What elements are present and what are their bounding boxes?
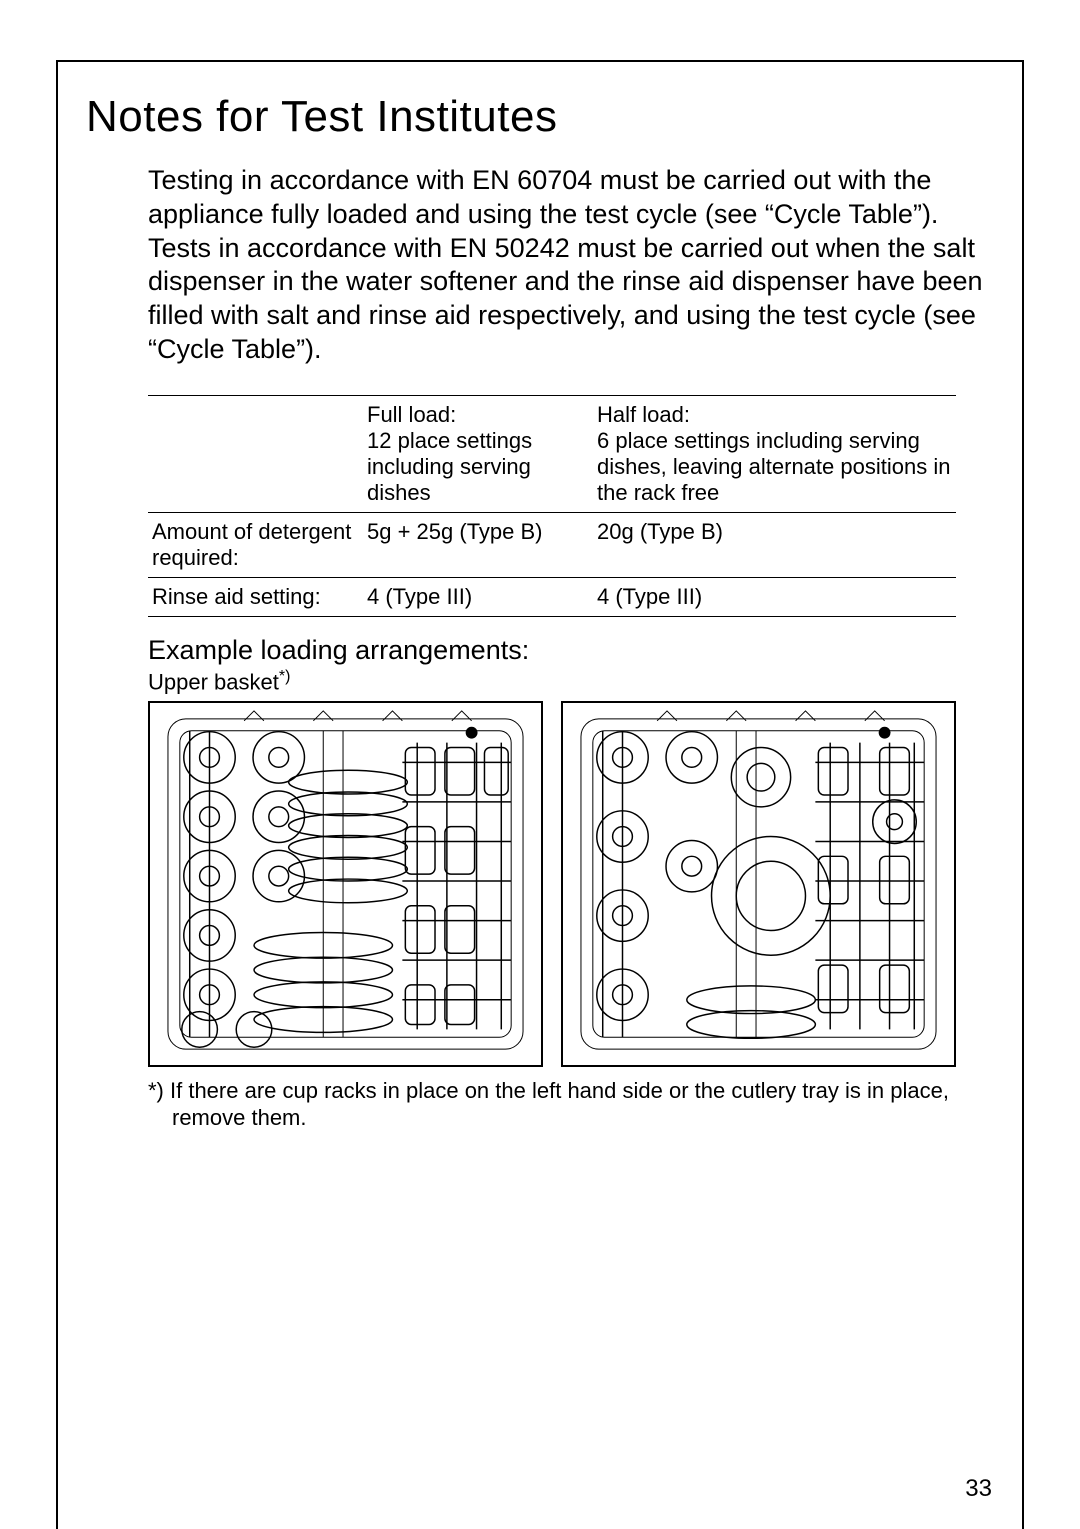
header-cell-full: Full load:12 place settings including se…: [363, 395, 593, 512]
row-half: 20g (Type B): [593, 512, 956, 577]
table-row: Amount of detergent required: 5g + 25g (…: [148, 512, 956, 577]
settings-table: Full load:12 place settings including se…: [148, 395, 956, 617]
upper-basket-caption: Upper basket*): [148, 668, 994, 695]
table-header-row: Full load:12 place settings including se…: [148, 395, 956, 512]
footnote: *) If there are cup racks in place on th…: [148, 1077, 968, 1132]
page-title: Notes for Test Institutes: [86, 92, 994, 142]
example-subheading: Example loading arrangements:: [148, 635, 994, 666]
body-paragraph: Testing in accordance with EN 60704 must…: [148, 164, 994, 367]
diagram-row: [148, 701, 994, 1067]
diagram-full-load: [148, 701, 543, 1067]
row-label: Rinse aid setting:: [148, 577, 363, 616]
row-label: Amount of detergent required:: [148, 512, 363, 577]
row-half: 4 (Type III): [593, 577, 956, 616]
caption-text: Upper basket: [148, 669, 279, 694]
header-cell-half: Half load:6 place settings including ser…: [593, 395, 956, 512]
header-cell-empty: [148, 395, 363, 512]
caption-sup: *): [279, 668, 291, 685]
page-number: 33: [965, 1475, 992, 1503]
diagram-half-load: [561, 701, 956, 1067]
row-full: 4 (Type III): [363, 577, 593, 616]
row-full: 5g + 25g (Type B): [363, 512, 593, 577]
table-row: Rinse aid setting: 4 (Type III) 4 (Type …: [148, 577, 956, 616]
